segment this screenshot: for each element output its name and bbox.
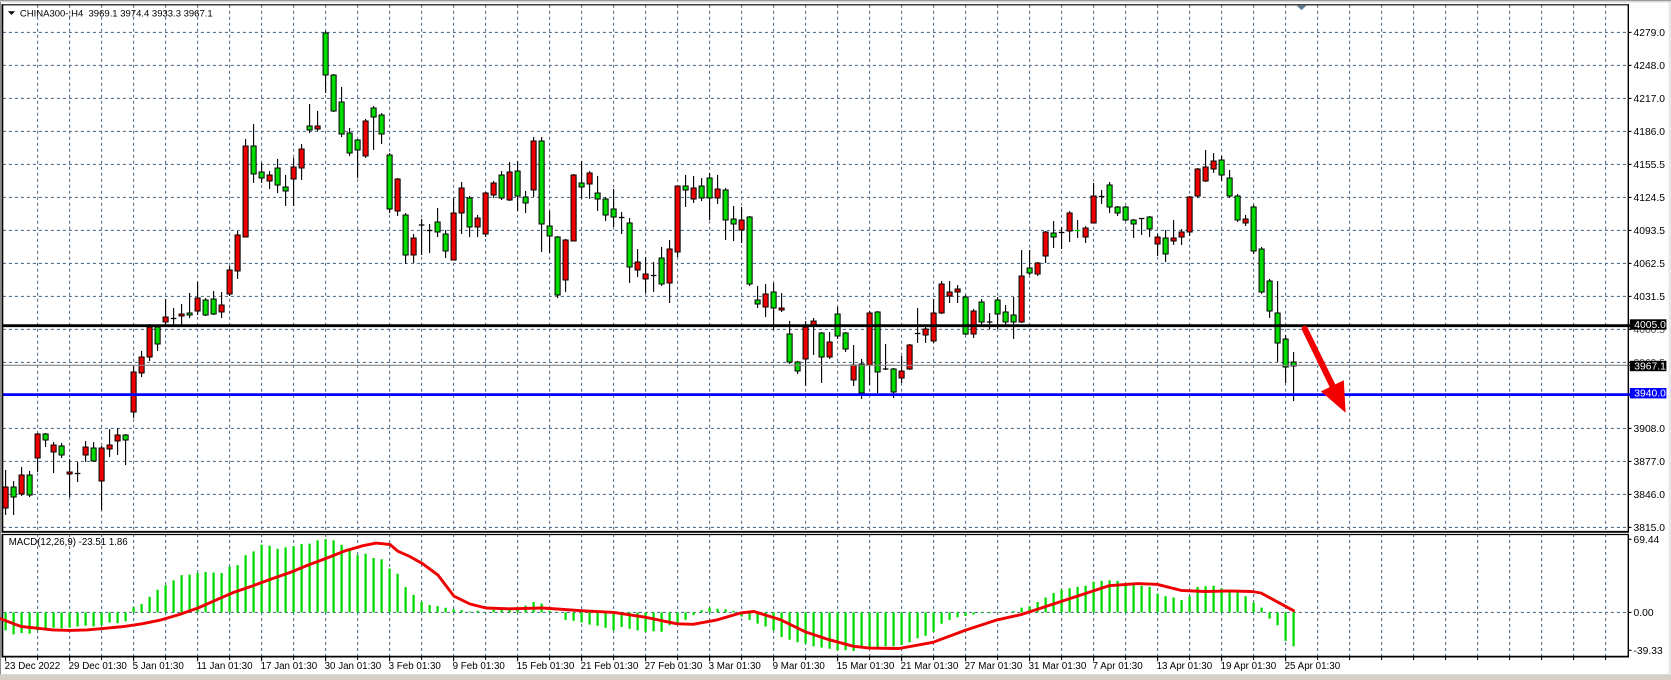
- svg-text:15 Feb 01:30: 15 Feb 01:30: [517, 661, 575, 672]
- svg-text:23 Dec 2022: 23 Dec 2022: [5, 661, 61, 672]
- svg-text:0.00: 0.00: [1634, 608, 1654, 619]
- svg-text:MACD(12,26,9) -23.51 1.86: MACD(12,26,9) -23.51 1.86: [9, 537, 128, 548]
- svg-text:3815.0: 3815.0: [1634, 523, 1666, 534]
- svg-text:4031.5: 4031.5: [1634, 292, 1666, 303]
- svg-text:27 Mar 01:30: 27 Mar 01:30: [965, 661, 1023, 672]
- svg-text:9 Feb 01:30: 9 Feb 01:30: [453, 661, 506, 672]
- svg-text:3 Feb 01:30: 3 Feb 01:30: [389, 661, 442, 672]
- svg-text:19 Apr 01:30: 19 Apr 01:30: [1221, 661, 1277, 672]
- svg-text:3908.0: 3908.0: [1634, 424, 1666, 435]
- svg-text:11 Jan 01:30: 11 Jan 01:30: [197, 661, 253, 672]
- svg-text:25 Apr 01:30: 25 Apr 01:30: [1285, 661, 1341, 672]
- svg-text:3 Mar 01:30: 3 Mar 01:30: [709, 661, 762, 672]
- svg-text:17 Jan 01:30: 17 Jan 01:30: [261, 661, 318, 672]
- svg-text:4005.0: 4005.0: [1634, 320, 1666, 331]
- svg-text:4155.5: 4155.5: [1634, 160, 1666, 171]
- svg-text:29 Dec 01:30: 29 Dec 01:30: [69, 661, 128, 672]
- svg-text:4279.0: 4279.0: [1634, 28, 1666, 39]
- svg-text:4000.5: 4000.5: [1634, 325, 1666, 336]
- svg-text:13 Apr 01:30: 13 Apr 01:30: [1157, 661, 1213, 672]
- svg-text:69.44: 69.44: [1634, 535, 1660, 546]
- svg-text:4093.5: 4093.5: [1634, 226, 1666, 237]
- svg-text:21 Mar 01:30: 21 Mar 01:30: [901, 661, 959, 672]
- svg-text:5 Jan 01:30: 5 Jan 01:30: [133, 661, 185, 672]
- svg-text:4186.0: 4186.0: [1634, 127, 1666, 138]
- svg-text:4248.0: 4248.0: [1634, 61, 1666, 72]
- svg-text:21 Feb 01:30: 21 Feb 01:30: [581, 661, 639, 672]
- svg-text:CHINA300-,H4 3969.1 3974.4 39: CHINA300-,H4 3969.1 3974.4 3933.3 3967.1: [20, 8, 213, 19]
- svg-text:4124.5: 4124.5: [1634, 193, 1666, 204]
- svg-text:27 Feb 01:30: 27 Feb 01:30: [645, 661, 703, 672]
- svg-text:15 Mar 01:30: 15 Mar 01:30: [837, 661, 895, 672]
- svg-text:4217.0: 4217.0: [1634, 94, 1666, 105]
- svg-text:4062.5: 4062.5: [1634, 259, 1666, 270]
- svg-text:7 Apr 01:30: 7 Apr 01:30: [1093, 661, 1144, 672]
- svg-text:9 Mar 01:30: 9 Mar 01:30: [773, 661, 826, 672]
- svg-text:3967.1: 3967.1: [1634, 361, 1666, 372]
- svg-text:3940.0: 3940.0: [1634, 389, 1666, 400]
- svg-text:31 Mar 01:30: 31 Mar 01:30: [1029, 661, 1087, 672]
- svg-text:3846.0: 3846.0: [1634, 490, 1666, 501]
- svg-text:3877.0: 3877.0: [1634, 457, 1666, 468]
- svg-text:-39.33: -39.33: [1634, 646, 1663, 657]
- svg-text:30 Jan 01:30: 30 Jan 01:30: [325, 661, 382, 672]
